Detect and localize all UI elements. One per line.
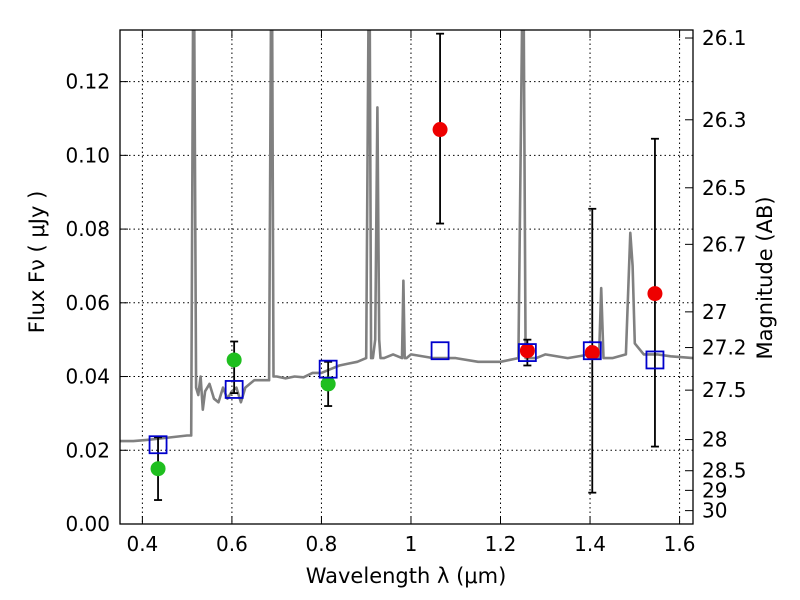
mag-tick-label: 26.7 xyxy=(702,232,747,256)
model-photometry-square xyxy=(517,343,537,362)
model-spectrum-line xyxy=(120,30,693,443)
mag-tick-label: 27.5 xyxy=(702,378,747,402)
plot-frame xyxy=(119,29,694,525)
y-tick-label: 0.00 xyxy=(65,512,110,536)
x-tick-label: 1.4 xyxy=(574,532,606,556)
x-tick-label: 1.6 xyxy=(664,532,696,556)
plot-background xyxy=(120,30,693,524)
y-tick-label: 0.02 xyxy=(65,438,110,462)
mag-tick-label: 27 xyxy=(702,300,727,324)
mag-tick-label: 28 xyxy=(702,428,727,452)
y-tick-label: 0.06 xyxy=(65,291,110,315)
model-photometry-square xyxy=(430,341,450,361)
optical-point xyxy=(320,376,336,392)
mag-tick-label: 26.3 xyxy=(702,108,747,132)
model-photometry-square xyxy=(224,380,244,399)
mag-tick-label: 27.2 xyxy=(702,336,747,360)
mag-tick-label: 26.5 xyxy=(702,176,747,200)
nir-point xyxy=(584,345,600,361)
mag-tick-label: 29 xyxy=(702,478,727,502)
y-tick-label: 0.12 xyxy=(65,70,110,94)
y-tick-label: 0.04 xyxy=(65,365,110,389)
nir-point xyxy=(647,286,663,302)
optical-point xyxy=(150,461,166,477)
x-tick-label: 0.4 xyxy=(126,532,158,556)
x-tick-label: 1.2 xyxy=(485,532,517,556)
right-axis-title: Magnitude (AB) xyxy=(753,196,777,359)
axis-ticks: 0.4 0.6 0.8 1 1.2 1.4 1.6 0.00 0.02 0.04 0.06 0.08 0… xyxy=(65,26,746,556)
x-tick-label: 0.8 xyxy=(306,532,338,556)
nir-point xyxy=(519,343,535,359)
y-tick-label: 0.08 xyxy=(65,217,110,241)
mag-tick-label: 26.1 xyxy=(702,26,747,50)
optical-point xyxy=(226,352,242,368)
mag-tick-label: 28.5 xyxy=(702,459,747,483)
plot-area xyxy=(120,30,693,501)
mag-tick-label: 30 xyxy=(702,499,727,523)
nir-point xyxy=(432,122,448,138)
x-axis-title: Wavelength λ (μm) xyxy=(306,564,507,588)
y-tick-label: 0.10 xyxy=(65,143,110,167)
x-tick-label: 1 xyxy=(405,532,418,556)
model-photometry-square xyxy=(318,359,338,379)
model-photometry-square xyxy=(645,350,665,370)
x-tick-label: 0.6 xyxy=(216,532,248,556)
y-axis-title: Flux Fν ( μJy ) xyxy=(25,191,49,334)
model-photometry-square xyxy=(148,435,168,455)
model-photometry-square xyxy=(582,341,602,361)
